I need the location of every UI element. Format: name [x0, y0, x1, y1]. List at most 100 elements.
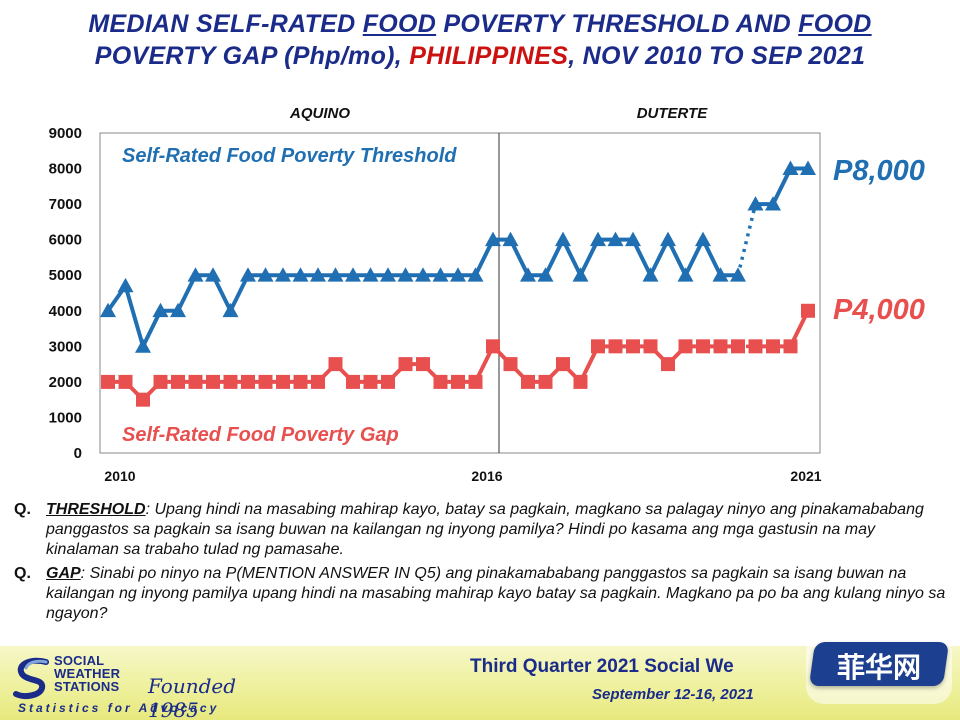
square-marker	[153, 374, 168, 389]
watermark-logo: 菲华网	[806, 634, 952, 704]
triangle-marker	[397, 267, 414, 282]
square-marker	[258, 374, 273, 389]
triangle-marker	[257, 267, 274, 282]
triangle-marker	[695, 231, 711, 247]
square-marker	[801, 303, 815, 318]
triangle-marker	[170, 302, 186, 318]
series-line	[755, 166, 808, 207]
square-marker	[381, 374, 395, 389]
square-marker	[468, 374, 483, 389]
y-tick-label: 8000	[49, 161, 82, 178]
sws-swoosh-icon	[13, 657, 49, 699]
triangle-marker	[432, 267, 449, 282]
square-marker	[293, 374, 308, 389]
triangle-marker	[275, 267, 291, 282]
period-label: DUTERTE	[637, 105, 709, 122]
title-food-underlined: FOOD	[798, 10, 872, 38]
square-marker	[556, 357, 570, 372]
title-text: MEDIAN SELF-RATED	[88, 10, 363, 38]
org-name: SOCIAL WEATHER STATIONS	[54, 654, 120, 693]
square-marker	[136, 392, 150, 407]
x-tick-label: 2021	[790, 468, 821, 484]
end-value-label: P8,000	[833, 155, 925, 187]
triangle-marker	[415, 267, 431, 282]
tagline: Statistics for Advocacy	[18, 701, 220, 715]
title-food-underlined: FOOD	[362, 10, 437, 38]
series-line	[106, 237, 738, 349]
triangle-marker	[625, 231, 641, 247]
org-name-line: SOCIAL	[54, 653, 105, 668]
sws-logo: SOCIAL WEATHER STATIONS Founded 1985 Sta…	[12, 652, 262, 720]
series-name-label: Self-Rated Food Poverty Threshold	[122, 145, 457, 167]
triangle-marker	[380, 267, 396, 282]
y-tick-label: 4000	[49, 303, 82, 320]
x-tick-label: 2010	[104, 468, 135, 484]
square-marker	[748, 339, 763, 354]
triangle-marker	[362, 267, 379, 282]
question-body: : Upang hindi na masabing mahirap kayo, …	[46, 501, 924, 558]
triangle-marker	[187, 267, 204, 282]
y-tick-label: 7000	[49, 196, 82, 213]
triangle-marker	[642, 267, 659, 282]
question-key: GAP	[46, 565, 81, 582]
plot-frame	[99, 132, 821, 454]
title-country: PHILIPPINES	[409, 42, 569, 70]
question-text: GAP: Sinabi po ninyo na P(MENTION ANSWER…	[46, 564, 949, 624]
triangle-marker	[800, 160, 816, 175]
square-marker	[241, 374, 255, 389]
square-marker	[311, 374, 325, 389]
triangle-marker	[712, 267, 729, 282]
org-name-line: STATIONS	[54, 679, 120, 694]
square-marker	[276, 374, 290, 389]
square-marker	[696, 339, 710, 354]
triangle-marker	[205, 267, 221, 282]
series-line	[108, 344, 738, 402]
triangle-marker	[765, 196, 781, 211]
square-marker	[328, 357, 343, 372]
square-marker	[678, 339, 693, 354]
y-tick-label: 5000	[49, 267, 82, 284]
square-marker	[433, 374, 448, 389]
y-tick-label: 1000	[49, 409, 82, 426]
triangle-marker	[292, 267, 309, 282]
survey-dates: September 12-16, 2021	[592, 686, 754, 703]
triangle-marker	[590, 231, 606, 247]
title-text: POVERTY THRESHOLD AND	[436, 10, 799, 38]
square-marker	[346, 374, 360, 389]
report-title: Third Quarter 2021 Social We	[470, 656, 734, 677]
triangle-marker	[677, 267, 694, 282]
y-tick-label: 2000	[49, 374, 82, 391]
triangle-marker	[747, 196, 764, 211]
square-marker	[486, 339, 500, 354]
square-marker	[223, 374, 238, 389]
square-marker	[171, 374, 185, 389]
line-chart: AQUINO DUTERTE 0 1000 2000 3000 4000 5000 6000 70…	[49, 105, 925, 484]
square-marker	[118, 374, 133, 389]
square-marker	[643, 339, 658, 354]
title-text: , NOV 2010 TO SEP 2021	[568, 42, 866, 70]
triangle-marker	[485, 231, 501, 247]
y-tick-label: 3000	[49, 338, 82, 355]
survey-questions: Q. THRESHOLD: Upang hindi na masabing ma…	[14, 500, 949, 628]
period-label: AQUINO	[289, 105, 350, 122]
chart-title: MEDIAN SELF-RATED FOOD POVERTY THRESHOLD…	[0, 8, 960, 72]
square-marker	[766, 339, 780, 354]
square-marker	[503, 357, 518, 372]
square-marker	[188, 374, 203, 389]
square-marker	[731, 339, 745, 354]
x-tick-label: 2016	[471, 468, 502, 484]
square-marker	[573, 374, 588, 389]
triangle-marker	[310, 267, 326, 282]
triangle-marker	[135, 338, 151, 353]
square-marker	[398, 357, 413, 372]
title-text: POVERTY GAP (Php/mo),	[94, 42, 410, 70]
triangle-marker	[730, 267, 746, 282]
square-marker	[783, 339, 798, 354]
question-gap: Q. GAP: Sinabi po ninyo na P(MENTION ANS…	[14, 564, 949, 624]
founded-text: Founded 1985	[148, 674, 237, 720]
org-name-line: WEATHER	[54, 666, 121, 681]
triangle-marker	[222, 302, 239, 318]
y-tick-label: 0	[74, 445, 82, 462]
watermark-text: 菲华网	[836, 651, 921, 684]
triangle-marker	[117, 277, 134, 293]
